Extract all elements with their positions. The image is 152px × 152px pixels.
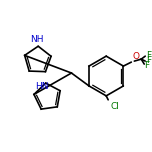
Text: NH: NH [30,35,44,44]
Text: F: F [146,51,151,60]
Text: Cl: Cl [110,102,119,111]
Text: O: O [132,52,139,61]
Text: HN: HN [35,82,48,91]
Text: F: F [146,56,151,65]
Text: F: F [144,61,149,70]
